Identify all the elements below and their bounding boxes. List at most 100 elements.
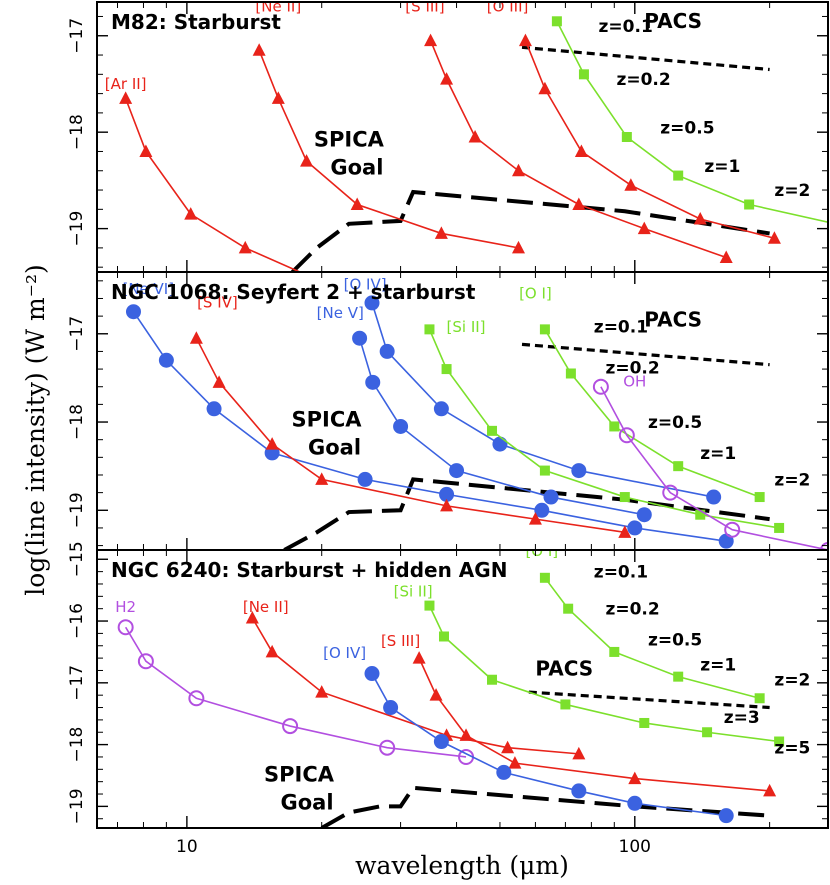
data-point bbox=[592, 378, 609, 395]
series-line bbox=[428, 329, 780, 529]
series-line bbox=[124, 98, 302, 272]
line-label: OH bbox=[623, 373, 646, 391]
data-point bbox=[574, 144, 588, 157]
data-point bbox=[487, 674, 498, 685]
series-line bbox=[371, 302, 714, 498]
spica-goal-label: Goal bbox=[308, 435, 361, 459]
data-point bbox=[449, 463, 465, 479]
data-point bbox=[434, 226, 448, 239]
data-point bbox=[487, 425, 498, 436]
data-point bbox=[440, 498, 454, 512]
redshift-label: z=0.2 bbox=[616, 70, 670, 90]
data-point bbox=[433, 401, 449, 417]
data-point bbox=[571, 463, 587, 479]
data-point bbox=[673, 170, 684, 181]
redshift-label: z=1 bbox=[704, 157, 740, 177]
redshift-label: z=1 bbox=[700, 444, 736, 464]
spica-goal-label: SPICA bbox=[264, 763, 335, 787]
line-label: [O IV] bbox=[344, 276, 387, 294]
data-point bbox=[496, 764, 512, 780]
series-line bbox=[358, 337, 645, 516]
data-point bbox=[212, 375, 226, 388]
series-line bbox=[429, 40, 727, 259]
data-point bbox=[206, 401, 222, 417]
data-point bbox=[424, 33, 438, 47]
data-point bbox=[763, 783, 777, 797]
data-point bbox=[189, 331, 203, 344]
y-tick-label: −16 bbox=[67, 603, 87, 639]
line-label: [Ne V] bbox=[317, 304, 364, 322]
data-point bbox=[572, 746, 586, 760]
data-point bbox=[125, 304, 141, 320]
data-point bbox=[501, 740, 515, 754]
data-point bbox=[492, 436, 508, 452]
spica-goal-label: SPICA bbox=[292, 407, 363, 431]
line-label: [S III] bbox=[405, 0, 444, 16]
data-point bbox=[379, 739, 396, 756]
data-point bbox=[459, 728, 473, 741]
line-label: [O III] bbox=[487, 0, 529, 16]
data-point bbox=[673, 461, 684, 472]
line-label: [S IV] bbox=[197, 293, 238, 311]
y-tick-label: −15 bbox=[67, 541, 87, 577]
y-tick-label: −18 bbox=[67, 114, 87, 150]
panel-title: NGC 1068: Seyfert 2 + starburst bbox=[111, 280, 476, 304]
redshift-label: z=2 bbox=[774, 671, 810, 691]
data-point bbox=[238, 240, 252, 254]
data-point bbox=[139, 144, 153, 157]
data-point bbox=[424, 324, 435, 335]
data-point bbox=[184, 207, 198, 220]
data-point bbox=[639, 717, 650, 728]
spica-goal-curve bbox=[290, 189, 770, 272]
data-point bbox=[352, 330, 368, 346]
data-point bbox=[662, 484, 679, 501]
data-point bbox=[539, 465, 550, 476]
data-point bbox=[609, 421, 620, 432]
data-point bbox=[618, 427, 635, 444]
data-point bbox=[424, 600, 435, 611]
data-point bbox=[618, 525, 632, 538]
redshift-label: z=0.5 bbox=[660, 118, 714, 138]
data-point bbox=[693, 211, 707, 225]
data-point bbox=[539, 572, 550, 583]
data-point bbox=[528, 512, 542, 525]
data-point bbox=[774, 736, 785, 747]
data-point bbox=[695, 509, 706, 520]
redshift-label: z=5 bbox=[774, 739, 810, 759]
data-point bbox=[438, 631, 449, 642]
data-point bbox=[429, 688, 443, 701]
redshift-label: z=0.1 bbox=[594, 563, 648, 583]
y-tick-label: −19 bbox=[67, 788, 87, 824]
data-point bbox=[718, 808, 734, 824]
data-point bbox=[282, 718, 299, 735]
data-point bbox=[619, 492, 630, 503]
redshift-label: z=0.1 bbox=[594, 318, 648, 338]
pacs-label: PACS bbox=[644, 308, 702, 332]
line-label: H2 bbox=[115, 598, 136, 616]
data-point bbox=[364, 666, 380, 682]
y-tick-label: −17 bbox=[67, 665, 87, 701]
line-label: [Ar II] bbox=[105, 75, 147, 93]
series-line bbox=[524, 40, 775, 240]
x-tick-label: 100 bbox=[619, 837, 651, 857]
y-tick-label: −19 bbox=[67, 211, 87, 247]
x-axis-label: wavelength (μm) bbox=[355, 851, 569, 880]
data-point bbox=[572, 197, 586, 210]
line-label: [Si II] bbox=[394, 582, 433, 600]
data-point bbox=[188, 690, 205, 707]
data-point bbox=[439, 486, 455, 502]
series-line bbox=[251, 617, 579, 755]
data-point bbox=[774, 522, 785, 533]
line-label: [Ne II] bbox=[243, 598, 289, 616]
data-point bbox=[627, 795, 643, 811]
data-point bbox=[265, 437, 279, 450]
data-point bbox=[357, 471, 373, 487]
redshift-label: z=0.2 bbox=[605, 600, 659, 620]
data-point bbox=[754, 492, 765, 503]
data-point bbox=[702, 727, 713, 738]
series-line bbox=[132, 311, 727, 542]
line-label: [O I] bbox=[525, 542, 558, 560]
data-point bbox=[365, 374, 381, 390]
plot-area: z=0.1 z=0.2 z=0.5 z=1 z=2 z=3 z=5 H2 [Ne II] [O I… bbox=[115, 542, 810, 828]
series-line bbox=[258, 49, 519, 249]
